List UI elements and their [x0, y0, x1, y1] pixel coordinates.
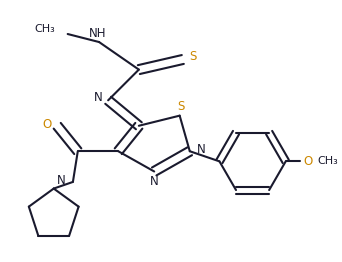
Text: O: O — [304, 155, 313, 168]
Text: N: N — [57, 174, 66, 187]
Text: N: N — [197, 143, 205, 156]
Text: S: S — [178, 100, 185, 113]
Text: N: N — [94, 91, 103, 104]
Text: CH₃: CH₃ — [317, 156, 338, 166]
Text: O: O — [43, 118, 52, 130]
Text: S: S — [189, 50, 196, 63]
Text: N: N — [150, 175, 159, 188]
Text: NH: NH — [89, 27, 106, 40]
Text: CH₃: CH₃ — [35, 24, 55, 34]
